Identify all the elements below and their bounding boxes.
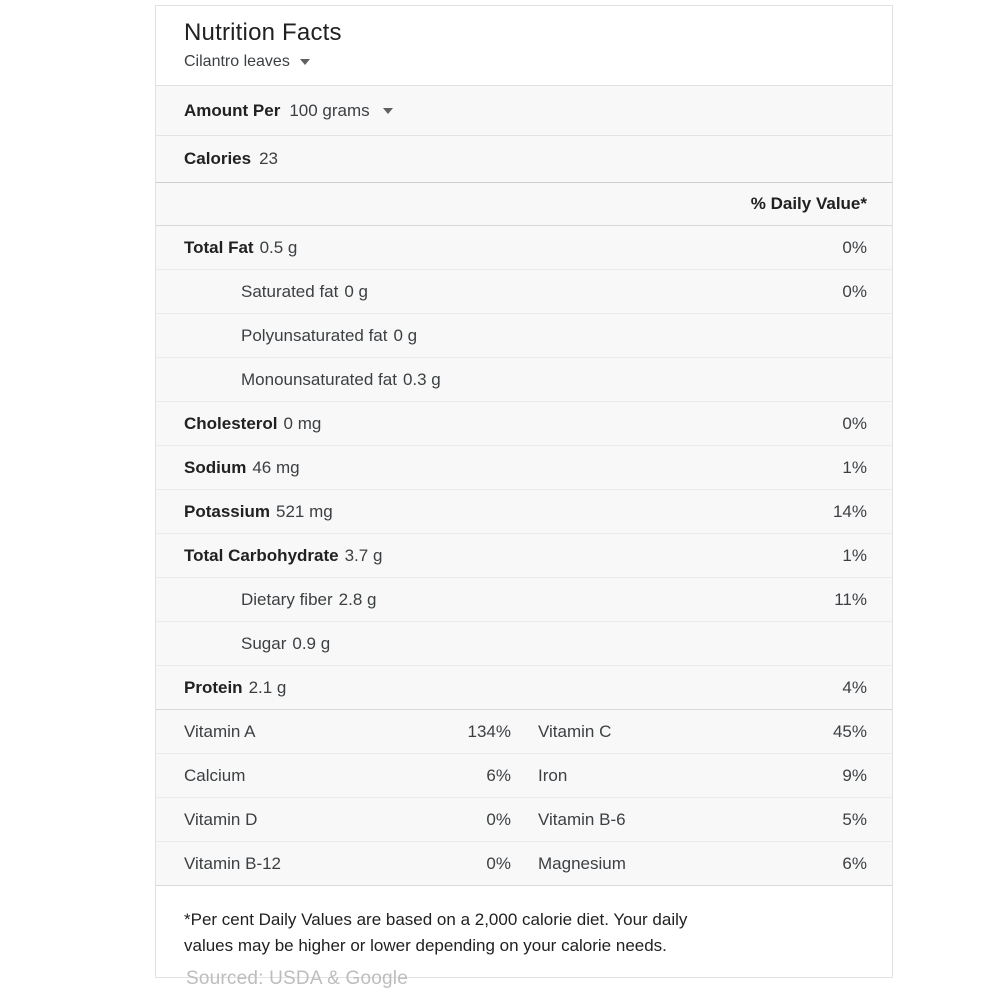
nutrient-label: Potassium — [184, 501, 270, 521]
nutrient-amount: 0.5 g — [259, 237, 298, 257]
nutrient-row-polyunsaturated-fat: Polyunsaturated fat 0 g — [156, 313, 892, 357]
micronutrient-row: Calcium 6% Iron 9% — [156, 753, 892, 797]
nutrient-amount: 0 mg — [283, 413, 322, 433]
page-title: Nutrition Facts — [184, 19, 342, 46]
nutrient-row-total-carbohydrate: Total Carbohydrate 3.7 g 1% — [156, 533, 892, 577]
nutrient-label: Sugar — [241, 633, 287, 653]
calories-label: Calories — [184, 149, 252, 168]
micronutrient-label: Vitamin B-12 — [184, 853, 282, 873]
nutrient-amount: 2.8 g — [338, 589, 377, 609]
micronutrient-row: Vitamin B-12 0% Magnesium 6% — [156, 841, 892, 885]
nutrient-dv: 14% — [832, 501, 867, 521]
micronutrient-value: 9% — [842, 765, 867, 785]
nutrient-dv: 1% — [842, 457, 867, 477]
serving-size-value: 100 grams — [289, 100, 370, 120]
nutrient-amount: 3.7 g — [344, 545, 383, 565]
nutrient-row-protein: Protein 2.1 g 4% — [156, 665, 892, 709]
nutrient-dv: 0% — [842, 237, 867, 257]
amount-per-label: Amount Per — [184, 100, 281, 120]
micronutrient-label: Vitamin A — [184, 721, 256, 741]
nutrient-row-sugar: Sugar 0.9 g — [156, 621, 892, 665]
nutrient-dv: 0% — [842, 413, 867, 433]
nutrient-amount: 2.1 g — [248, 677, 287, 697]
chevron-down-icon[interactable] — [382, 107, 393, 114]
micronutrient-value: 45% — [832, 721, 867, 741]
card-header: Nutrition Facts Cilantro leaves — [156, 6, 892, 85]
micronutrient-label: Vitamin B-6 — [538, 809, 626, 829]
source-attribution: Sourced: USDA & Google — [186, 968, 408, 989]
micronutrient-value: 134% — [467, 721, 511, 741]
nutrient-amount: 521 mg — [275, 501, 333, 521]
micronutrient-label: Magnesium — [538, 853, 626, 873]
nutrient-amount: 0 g — [344, 281, 368, 301]
micronutrient-label: Vitamin D — [184, 809, 258, 829]
micronutrient-label: Iron — [538, 765, 568, 785]
nutrient-row-monounsaturated-fat: Monounsaturated fat 0.3 g — [156, 357, 892, 401]
nutrient-dv: 1% — [842, 545, 867, 565]
nutrient-label: Cholesterol — [184, 413, 278, 433]
nutrient-row-saturated-fat: Saturated fat 0 g 0% — [156, 269, 892, 313]
micronutrient-row: Vitamin A 134% Vitamin C 45% — [156, 709, 892, 753]
micronutrient-row: Vitamin D 0% Vitamin B-6 5% — [156, 797, 892, 841]
micronutrient-value: 5% — [842, 809, 867, 829]
chevron-down-icon — [299, 59, 310, 65]
nutrient-label: Dietary fiber — [241, 589, 333, 609]
micronutrient-label: Vitamin C — [538, 721, 612, 741]
micronutrient-label: Calcium — [184, 765, 246, 785]
nutrient-amount: 0.3 g — [402, 369, 441, 389]
daily-value-header: % Daily Value* — [156, 182, 892, 225]
nutrient-label: Total Carbohydrate — [184, 545, 339, 565]
nutrient-label: Monounsaturated fat — [241, 369, 397, 389]
calories-row: Calories 23 — [156, 135, 892, 182]
micronutrient-value: 6% — [842, 853, 867, 873]
micronutrient-value: 0% — [486, 809, 511, 829]
micronutrient-value: 6% — [486, 765, 511, 785]
nutrient-dv: 11% — [834, 589, 867, 609]
serving-size-row: Amount Per 100 grams — [156, 85, 892, 135]
nutrition-facts-card: Nutrition Facts Cilantro leaves Amount P… — [155, 5, 893, 978]
nutrient-row-total-fat: Total Fat 0.5 g 0% — [156, 225, 892, 269]
daily-value-footnote: *Per cent Daily Values are based on a 2,… — [156, 885, 892, 977]
nutrient-row-potassium: Potassium 521 mg 14% — [156, 489, 892, 533]
nutrient-amount: 0.9 g — [292, 633, 331, 653]
nutrient-label: Saturated fat — [241, 281, 339, 301]
nutrient-label: Protein — [184, 677, 243, 697]
nutrient-row-cholesterol: Cholesterol 0 mg 0% — [156, 401, 892, 445]
food-selector-dropdown[interactable]: Cilantro leaves — [184, 53, 310, 71]
nutrient-label: Sodium — [184, 457, 247, 477]
nutrient-row-sodium: Sodium 46 mg 1% — [156, 445, 892, 489]
calories-value: 23 — [259, 149, 279, 168]
micronutrient-value: 0% — [486, 853, 511, 873]
nutrient-label: Polyunsaturated fat — [241, 325, 388, 345]
nutrient-label: Total Fat — [184, 237, 254, 257]
nutrient-amount: 46 mg — [252, 457, 300, 477]
food-selector-label: Cilantro leaves — [184, 53, 290, 70]
nutrient-dv: 4% — [842, 677, 867, 697]
nutrient-dv: 0% — [842, 281, 867, 301]
nutrient-amount: 0 g — [393, 325, 418, 345]
nutrient-row-dietary-fiber: Dietary fiber 2.8 g 11% — [156, 577, 892, 621]
